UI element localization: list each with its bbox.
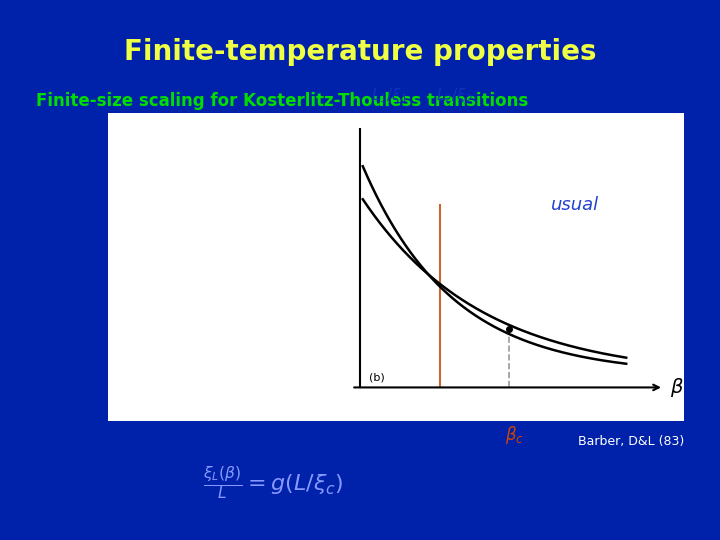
Text: Finite-size scaling for Kosterlitz-Thouless transitions: Finite-size scaling for Kosterlitz-Thoul… bbox=[36, 92, 528, 110]
Bar bbox=[108, 113, 684, 421]
Text: $\frac{\xi_L(\beta)}{L} = g(L/\xi_c)$: $\frac{\xi_L(\beta)}{L} = g(L/\xi_c)$ bbox=[203, 464, 344, 502]
Text: usual: usual bbox=[551, 196, 599, 214]
Text: $\beta$: $\beta$ bbox=[670, 376, 683, 399]
Text: $L_1/\xi_1$: $L_1/\xi_1$ bbox=[371, 86, 408, 105]
Text: Finite-temperature properties: Finite-temperature properties bbox=[124, 38, 596, 66]
Text: (b): (b) bbox=[369, 373, 384, 382]
Text: $\beta_c$: $\beta_c$ bbox=[505, 424, 523, 446]
Text: $L_2/\xi_2$: $L_2/\xi_2$ bbox=[436, 86, 472, 105]
Text: Barber, D&L (83): Barber, D&L (83) bbox=[577, 435, 684, 448]
